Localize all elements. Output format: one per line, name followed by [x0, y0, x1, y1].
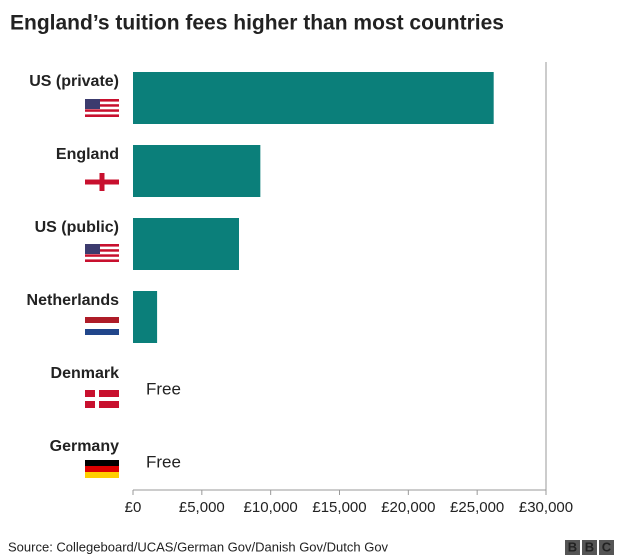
value-label: Free [146, 379, 181, 398]
logo-box [565, 540, 580, 555]
logo-box [582, 540, 597, 555]
flag-us [85, 99, 119, 117]
source: Source: Collegeboard/UCAS/German Gov/Dan… [8, 539, 389, 554]
chart-title: England’s tuition fees higher than most … [10, 12, 504, 35]
bar [133, 145, 261, 197]
y-tick-label: Denmark [51, 365, 120, 382]
x-tick-label: £30,000 [519, 499, 573, 516]
flag-us [85, 244, 119, 262]
y-tick-label: England [56, 146, 119, 163]
flag-denmark [85, 390, 119, 408]
x-tick-label: £25,000 [450, 499, 504, 516]
bar [133, 291, 158, 343]
flags [85, 99, 119, 478]
x-tick-label: £5,000 [179, 499, 225, 516]
flag-netherlands [85, 317, 119, 335]
bar [133, 218, 240, 270]
y-tick-label: Netherlands [27, 292, 120, 309]
logo-letter: B [568, 539, 577, 554]
y-tick-label: US (public) [35, 219, 119, 236]
flag-england [85, 173, 119, 191]
logo-letter: C [602, 539, 612, 554]
y-tick-label: Germany [50, 438, 119, 455]
logo-box [599, 540, 614, 555]
logo-letter: B [585, 539, 594, 554]
x-tick-label: £10,000 [244, 499, 298, 516]
value-label: Free [146, 452, 181, 471]
x-tick-label: £20,000 [381, 499, 435, 516]
x-tick-label: £15,000 [312, 499, 366, 516]
x-tick-label: £0 [125, 499, 142, 516]
bar [133, 72, 494, 124]
y-tick-label: US (private) [29, 73, 119, 90]
flag-germany [85, 460, 119, 478]
